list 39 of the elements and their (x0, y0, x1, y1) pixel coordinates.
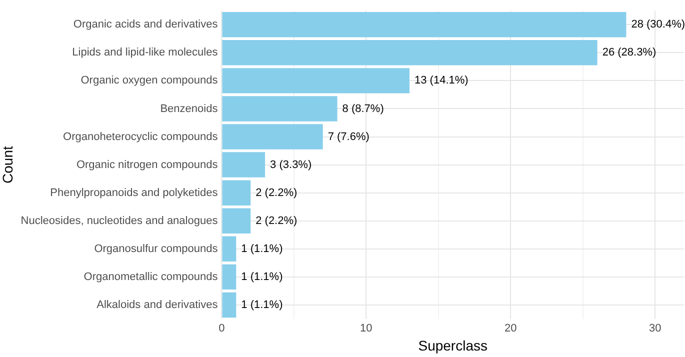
bar (222, 96, 338, 122)
bar (222, 208, 251, 234)
bar (222, 152, 266, 178)
bar (222, 68, 410, 94)
y-tick-label: Organosulfur compounds (94, 242, 218, 255)
bar (222, 124, 323, 150)
bar (222, 12, 626, 38)
bar (222, 180, 251, 206)
y-tick-label: Lipids and lipid-like molecules (72, 46, 218, 59)
data-label: 28 (30.4%) (631, 18, 685, 31)
data-label: 26 (28.3%) (602, 46, 656, 59)
y-axis-title: Count (0, 146, 16, 184)
data-label: 3 (3.3%) (270, 158, 312, 171)
bar (222, 40, 598, 66)
data-label: 2 (2.2%) (256, 186, 298, 199)
bar (222, 264, 236, 290)
x-tick-label: 0 (218, 322, 225, 335)
data-label: 2 (2.2%) (256, 214, 298, 227)
data-label: 13 (14.1%) (414, 74, 468, 87)
data-label: 7 (7.6%) (328, 130, 370, 143)
data-label: 1 (1.1%) (241, 270, 283, 283)
y-tick-label: Organic nitrogen compounds (76, 158, 218, 171)
y-tick-label: Organic acids and derivatives (73, 18, 218, 31)
y-tick-label: Nucleosides, nucleotides and analogues (20, 214, 218, 227)
bar (222, 292, 236, 318)
y-tick-label: Benzenoids (160, 102, 218, 115)
x-tick-label: 10 (360, 322, 372, 335)
x-tick-label: 30 (648, 322, 662, 335)
x-axis-title: Superclass (418, 337, 488, 354)
data-label: 1 (1.1%) (241, 242, 283, 255)
y-tick-label: Alkaloids and derivatives (96, 299, 218, 312)
bar (222, 236, 236, 262)
data-label: 8 (8.7%) (342, 102, 384, 115)
y-tick-label: Organic oxygen compounds (80, 74, 218, 87)
data-label: 1 (1.1%) (241, 299, 283, 312)
x-tick-label: 20 (504, 322, 517, 335)
y-tick-label: Organometallic compounds (84, 270, 218, 283)
y-tick-label: Organoheterocyclic compounds (63, 130, 218, 143)
y-tick-label: Phenylpropanoids and polyketides (50, 186, 218, 199)
